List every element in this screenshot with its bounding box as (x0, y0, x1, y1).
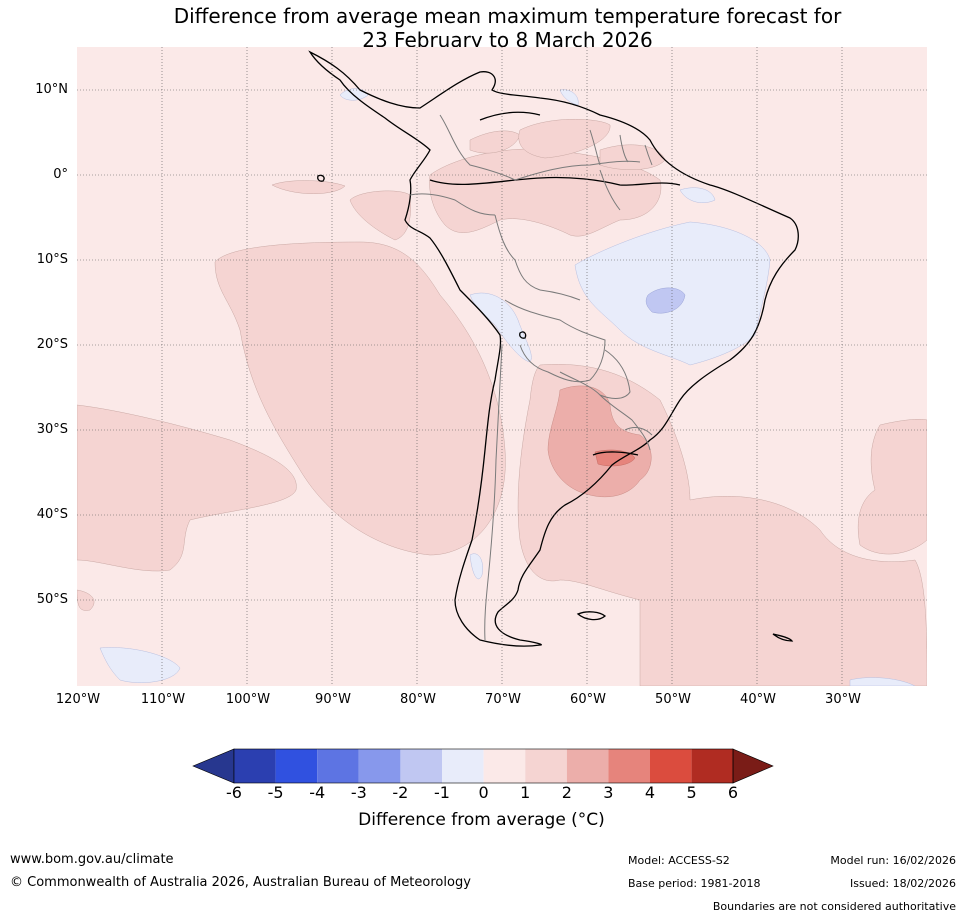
anomaly-region-near-equator-pacific (271, 180, 346, 194)
anomaly-region-south-pacific-southwest (99, 647, 181, 683)
anomaly-region-rio-de-la-plata (594, 449, 636, 467)
colorbar-tick-4: 4 (644, 783, 656, 802)
colorbar-bin-minus5-minus4 (275, 749, 318, 783)
lat-label-20s: 20°S (36, 337, 68, 352)
south-georgia (772, 633, 794, 642)
colorbar-bin-minus2-minus1 (400, 749, 442, 783)
lat-label-10s: 10°S (36, 252, 68, 267)
colorbar-tick-minus4: -4 (309, 783, 326, 802)
lon-label-100w: 100°W (225, 692, 271, 707)
title-line-1: Difference from average mean maximum tem… (173, 4, 842, 28)
colorbar-extend-low (192, 748, 235, 784)
colorbar-tick-5: 5 (686, 783, 697, 802)
colorbar-frame (233, 748, 734, 784)
anomaly-region-argentina-uruguay (547, 385, 652, 498)
colorbar-tick-minus3: -3 (350, 783, 367, 802)
base-period: Base period: 1981-2018 (628, 877, 761, 890)
lake-titicaca (519, 331, 527, 339)
colorbar-bin-3-4 (608, 749, 650, 783)
border-bolivia (504, 299, 606, 383)
colorbar-extend-high (732, 748, 774, 784)
colorbar-tick-6: 6 (727, 783, 739, 802)
colorbar-bin-4-5 (650, 749, 692, 783)
anomaly-region-ecuador-offshore (349, 190, 411, 241)
lon-label-30w: 30°W (825, 692, 861, 707)
map-title: Difference from average mean maximum tem… (0, 4, 965, 52)
colorbar-tick-3: 3 (603, 783, 614, 802)
lon-label-80w: 80°W (400, 692, 436, 707)
colorbar (192, 748, 774, 784)
colorbar-tick-minus2: -2 (392, 783, 409, 802)
anomaly-region-south-atlantic-east (857, 418, 927, 555)
colorbar-bin-1-2 (525, 749, 567, 783)
border-paraguay (559, 349, 631, 399)
border-guianas (589, 129, 653, 166)
rio-de-la-plata-outline (592, 451, 639, 456)
lon-label-110w: 110°W (140, 692, 186, 707)
anomaly-region-caribbean (339, 88, 369, 101)
lat-label-0: 0° (53, 167, 68, 182)
colorbar-bin-5-6 (691, 749, 734, 783)
amazon-river (429, 176, 681, 186)
border-brazil-interior (539, 169, 621, 301)
lon-label-120w: 120°W (55, 692, 101, 707)
model-run-date: Model run: 16/02/2026 (830, 854, 956, 867)
border-venezuela-brazil (514, 160, 641, 181)
lon-label-50w: 50°W (655, 692, 691, 707)
anomaly-region-central-brazil-core (645, 287, 686, 314)
colorbar-tick-minus6: -6 (226, 783, 242, 802)
south-america-coastline (308, 50, 799, 647)
anomaly-region-caribbean-east (559, 89, 579, 106)
anomaly-region-east-brazil-coast (679, 187, 716, 203)
lat-label-30s: 30°S (36, 422, 68, 437)
map-plot-area (77, 47, 927, 686)
website-link[interactable]: www.bom.gov.au/climate (10, 852, 174, 867)
graticule (77, 47, 927, 686)
issued-date: Issued: 18/02/2026 (849, 877, 956, 890)
boundaries-disclaimer: Boundaries are not considered authoritat… (712, 900, 956, 913)
galapagos (317, 174, 325, 182)
lon-label-90w: 90°W (315, 692, 351, 707)
border-colombia-ecuador-peru (409, 193, 496, 216)
colorbar-tick-1: 1 (520, 783, 531, 802)
colorbar-tick-minus5: -5 (267, 783, 284, 802)
lat-label-10n: 10°N (35, 82, 68, 97)
anomaly-region-west-pacific (77, 404, 297, 572)
colorbar-bin-minus4-minus3 (317, 749, 359, 783)
anomaly-region-south-atlantic-southeast (849, 677, 916, 686)
lon-label-70w: 70°W (485, 692, 521, 707)
colorbar-bin-minus6-minus5 (234, 749, 276, 783)
lon-label-40w: 40°W (740, 692, 776, 707)
anomaly-region-south-pacific-far-south (77, 589, 95, 611)
colorbar-bin-minus3-minus2 (358, 749, 401, 783)
colorbar-title: Difference from average (°C) (358, 810, 605, 830)
anomaly-regions-minus2-to-minus1 (645, 287, 686, 314)
model-name: Model: ACCESS-S2 (628, 854, 730, 867)
lat-label-40s: 40°S (36, 507, 68, 522)
country-borders (409, 114, 653, 641)
colorbar-bin-minus1-0 (442, 749, 484, 783)
border-venezuela-colombia (439, 114, 516, 181)
lon-label-60w: 60°W (570, 692, 606, 707)
colorbar-bin-0-1 (483, 749, 526, 783)
anomaly-regions-3-to-4 (594, 449, 636, 467)
orinoco-river (479, 111, 541, 121)
lat-label-50s: 50°S (36, 592, 68, 607)
border-chile-argentina (484, 344, 503, 641)
colorbar-tick-2: 2 (561, 783, 572, 802)
colorbar-tick-0: 0 (478, 783, 489, 802)
border-argentina-brazil-uruguay (599, 394, 653, 451)
colorbar-bin-2-3 (566, 749, 609, 783)
colorbar-tick-minus1: -1 (434, 783, 450, 802)
anomaly-regions-2-to-3 (547, 385, 652, 498)
anomaly-region-patagonia (469, 553, 483, 580)
copyright-text: © Commonwealth of Australia 2026, Austra… (10, 875, 471, 890)
